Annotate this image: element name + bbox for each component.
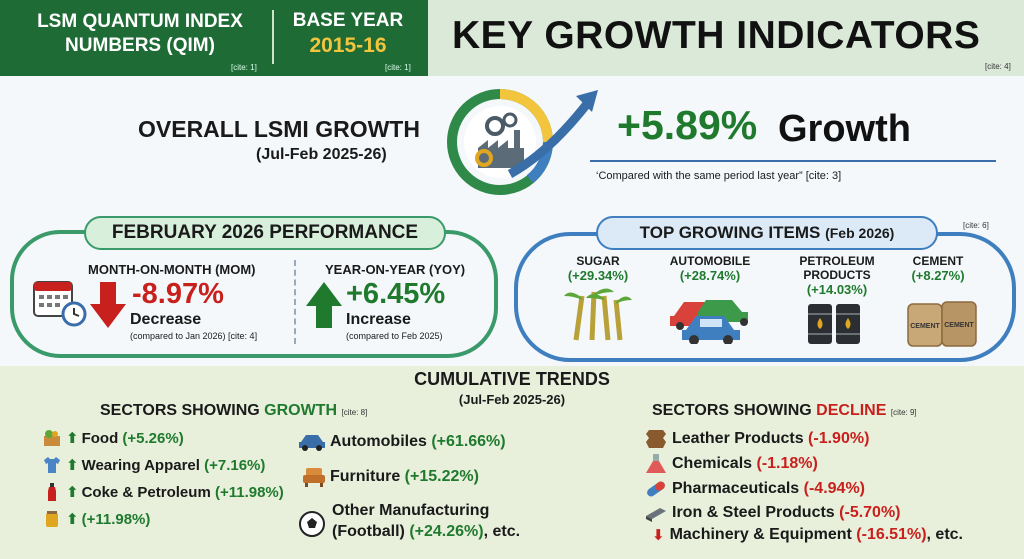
yoy-word: Increase	[346, 311, 411, 328]
top-growing-cite: [cite: 6]	[963, 221, 989, 230]
jar-icon	[46, 511, 58, 527]
up-arrow-icon: ⬆	[66, 511, 79, 528]
mom-value: -8.97%	[132, 278, 224, 310]
decline-row-steel: Iron & Steel Products (-5.70%)	[644, 502, 901, 524]
cement-bags-icon: CEMENT CEMENT	[907, 301, 977, 347]
decline-row-pharma: Pharmaceuticals (-4.94%)	[644, 478, 865, 500]
bottle-icon	[48, 483, 56, 501]
decline-row-chemicals: Chemicals (-1.18%)	[644, 453, 818, 475]
mom-heading: MONTH-ON-MONTH (MOM)	[88, 262, 256, 277]
up-arrow-icon: ⬆	[66, 484, 79, 501]
sugarcane-icon	[564, 288, 632, 341]
leather-icon	[646, 430, 666, 448]
steel-beam-icon	[646, 508, 666, 522]
header-right-panel	[428, 0, 1024, 76]
base-year-value: 2015-16	[309, 34, 387, 57]
machinery-icon: ⬇	[652, 527, 665, 544]
cars-icon	[670, 300, 748, 344]
header-divider	[272, 10, 274, 64]
top-item-sugar: SUGAR (+29.34%)	[567, 254, 629, 283]
yoy-comparison: (compared to Feb 2025)	[346, 331, 443, 341]
cement-bag-label: CEMENT	[944, 322, 974, 329]
decline-row-machinery: ⬇ Machinery & Equipment (-16.51%), etc.	[652, 526, 963, 544]
mom-comparison: (compared to Jan 2026) [cite: 4]	[130, 331, 258, 341]
page-title-cite: [cite: 4]	[985, 62, 1011, 71]
header-left-panel	[0, 0, 428, 76]
decline-row-leather: Leather Products (-1.90%)	[644, 428, 869, 450]
mom-word: Decrease	[130, 311, 202, 328]
yoy-value: +6.45%	[346, 278, 446, 310]
qim-title: LSM QUANTUM INDEX NUMBERS (QIM)	[37, 11, 243, 56]
page-title: KEY GROWTH INDICATORS	[452, 14, 981, 57]
base-year-cite: [cite: 1]	[385, 63, 411, 72]
base-year-label: BASE YEAR	[292, 10, 404, 31]
oil-barrels-icon	[808, 304, 860, 344]
up-arrow-icon: ⬆	[66, 430, 79, 447]
growth-row-other-manufacturing: Other Manufacturing (Football) (+24.26%)…	[332, 502, 521, 540]
armchair-icon	[303, 468, 325, 487]
football-icon	[299, 511, 325, 537]
up-arrow-icon	[306, 282, 342, 328]
factory-growth-icon	[447, 89, 598, 195]
car-icon	[299, 435, 325, 451]
growth-row-automobiles: Automobiles (+61.66%)	[298, 432, 506, 452]
february-divider	[294, 260, 296, 344]
growth-underline	[590, 160, 996, 162]
overall-period: (Jul-Feb 2025-26)	[256, 146, 387, 163]
food-basket-icon	[44, 430, 60, 446]
cumulative-period: (Jul-Feb 2025-26)	[458, 392, 566, 407]
overall-growth-note: ‘Compared with the same period last year…	[596, 170, 842, 182]
top-item-petroleum: PETROLEUM PRODUCTS (+14.03%)	[799, 254, 875, 297]
top-item-automobile: AUTOMOBILE (+28.74%)	[669, 254, 751, 283]
growth-row-furniture: Furniture (+15.22%)	[302, 466, 479, 488]
growth-sectors-title: SECTORS SHOWING GROWTH [cite: 8]	[100, 402, 368, 419]
flask-icon	[646, 454, 666, 473]
cumulative-band	[0, 366, 1024, 559]
overall-growth-value: +5.89%	[617, 102, 758, 148]
growth-row-other: ⬆ (+11.98%)	[42, 509, 150, 529]
pill-icon	[647, 481, 665, 497]
calendar-clock-icon	[33, 281, 87, 327]
shirt-icon	[44, 457, 60, 473]
overall-growth-word: Growth	[778, 108, 911, 150]
cement-bag-label: CEMENT	[910, 323, 940, 330]
cumulative-title: CUMULATIVE TRENDS	[414, 369, 610, 389]
decline-sectors-title: SECTORS SHOWING DECLINE [cite: 9]	[652, 402, 917, 419]
growth-row-coke: ⬆ Coke & Petroleum (+11.98%)	[42, 482, 284, 502]
qim-cite: [cite: 1]	[231, 63, 257, 72]
yoy-heading: YEAR-ON-YEAR (YOY)	[325, 262, 466, 277]
growth-row-apparel: ⬆ Wearing Apparel (+7.16%)	[42, 455, 265, 475]
february-title: FEBRUARY 2026 PERFORMANCE	[84, 216, 446, 250]
top-item-cement: CEMENT (+8.27%)	[911, 254, 965, 283]
top-growing-title: TOP GROWING ITEMS (Feb 2026)	[596, 216, 938, 250]
down-arrow-icon	[90, 282, 126, 328]
growth-row-food: ⬆ Food (+5.26%)	[42, 428, 184, 448]
up-arrow-icon: ⬆	[66, 457, 79, 474]
overall-title: OVERALL LSMI GROWTH	[138, 116, 420, 142]
